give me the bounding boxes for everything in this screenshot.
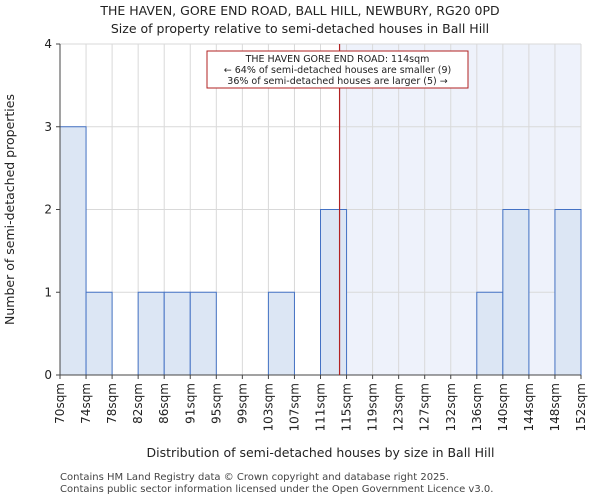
x-tick-label: 111sqm xyxy=(314,383,328,431)
x-tick-label: 140sqm xyxy=(496,383,510,431)
footer-licence: Contains public sector information licen… xyxy=(60,484,494,495)
x-tick-label: 152sqm xyxy=(574,383,588,431)
x-tick-label: 132sqm xyxy=(444,383,458,431)
x-tick-label: 78sqm xyxy=(105,383,119,424)
x-tick-label: 70sqm xyxy=(53,383,67,424)
x-tick-label: 115sqm xyxy=(340,383,354,431)
x-tick-label: 107sqm xyxy=(287,383,301,431)
bar-91sqm xyxy=(189,291,217,376)
x-tick-label: 95sqm xyxy=(209,383,223,424)
x-tick-label: 99sqm xyxy=(235,383,249,424)
annotation-line-2: ← 64% of semi-detached houses are smalle… xyxy=(224,65,452,76)
y-tick-label: 1 xyxy=(44,285,52,299)
bar-chart: 0 1 2 3 4 70sqm 74sqm 78sqm 82sqm 86sqm 91sqm 95sqm… xyxy=(2,37,588,460)
bar-111sqm xyxy=(320,209,348,376)
annotation-box xyxy=(206,50,469,89)
x-tick-label: 144sqm xyxy=(522,383,536,431)
annotation-line-3: 36% of semi-detached houses are larger (… xyxy=(227,76,447,87)
bar-74sqm xyxy=(85,291,113,376)
x-tick-label: 123sqm xyxy=(392,383,406,431)
bar-136sqm xyxy=(476,291,504,376)
y-tick-label: 3 xyxy=(44,120,52,134)
x-axis-label: Distribution of semi-detached houses by … xyxy=(147,445,495,460)
x-tick-label: 82sqm xyxy=(131,383,145,424)
annotation-line-1: THE HAVEN GORE END ROAD: 114sqm xyxy=(245,54,430,65)
x-tick-label: 127sqm xyxy=(418,383,432,431)
bar-70sqm xyxy=(59,126,87,376)
x-tick-label: 103sqm xyxy=(261,383,275,431)
footer-copyright: Contains HM Land Registry data © Crown c… xyxy=(60,472,449,483)
x-tick-label: 148sqm xyxy=(548,383,562,431)
bar-103sqm xyxy=(267,291,295,376)
y-tick-label: 2 xyxy=(44,203,52,217)
y-tick-label: 4 xyxy=(44,37,52,51)
x-tick-label: 91sqm xyxy=(183,383,197,424)
y-tick-label: 0 xyxy=(44,368,52,382)
bar-148sqm xyxy=(554,209,582,376)
x-tick-label: 86sqm xyxy=(157,383,171,424)
bar-140sqm xyxy=(502,209,530,376)
x-tick-label: 74sqm xyxy=(79,383,93,424)
bar-82sqm xyxy=(137,291,165,376)
x-tick-label: 136sqm xyxy=(470,383,484,431)
y-axis-label: Number of semi-detached properties xyxy=(2,94,17,325)
bar-86sqm xyxy=(163,291,191,376)
chart-subtitle: Size of property relative to semi-detach… xyxy=(110,21,490,36)
chart-title: THE HAVEN, GORE END ROAD, BALL HILL, NEW… xyxy=(100,3,500,18)
x-tick-label: 119sqm xyxy=(366,383,380,431)
